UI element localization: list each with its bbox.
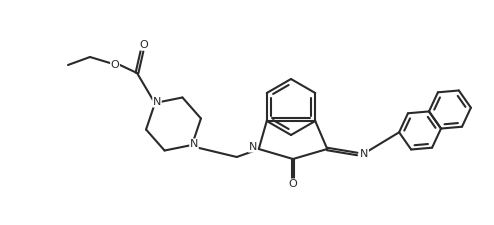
Text: O: O (140, 40, 148, 50)
Text: N: N (248, 142, 257, 152)
Text: N: N (153, 97, 161, 107)
Text: O: O (111, 60, 120, 70)
Text: O: O (288, 179, 297, 189)
Text: N: N (190, 139, 198, 149)
Text: N: N (360, 149, 369, 159)
